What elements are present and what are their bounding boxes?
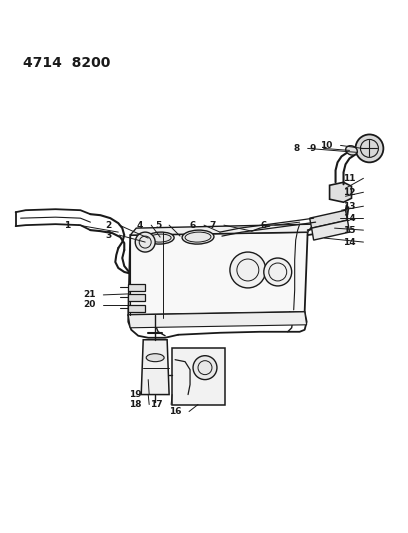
Circle shape [193,356,217,379]
Ellipse shape [346,146,357,155]
Polygon shape [330,182,352,202]
Text: 2: 2 [105,221,111,230]
Ellipse shape [182,230,214,244]
Text: 9: 9 [309,144,316,153]
Polygon shape [310,210,348,228]
Text: 6: 6 [190,221,196,230]
Polygon shape [130,224,314,235]
Text: 6: 6 [261,221,267,230]
Polygon shape [141,340,169,394]
Circle shape [135,232,155,252]
Text: 12: 12 [343,188,355,197]
Ellipse shape [146,354,164,362]
Text: 8: 8 [293,144,299,153]
Text: 18: 18 [129,400,141,409]
Text: 4714  8200: 4714 8200 [22,55,110,70]
Text: 13: 13 [343,201,355,211]
Text: 21: 21 [83,290,95,300]
Text: 11: 11 [343,174,355,183]
Polygon shape [128,284,145,291]
Ellipse shape [146,232,174,244]
Polygon shape [128,294,145,301]
Circle shape [355,134,384,163]
Text: 16: 16 [169,407,181,416]
Text: 3: 3 [105,231,111,240]
Text: 7: 7 [210,221,216,230]
Text: 17: 17 [151,400,163,409]
Text: 1: 1 [64,221,71,230]
Polygon shape [172,348,225,405]
Text: 15: 15 [343,225,355,235]
Polygon shape [128,305,145,312]
Polygon shape [128,232,308,315]
Polygon shape [128,312,307,328]
Text: 20: 20 [83,301,95,309]
Polygon shape [312,220,350,240]
Text: 14: 14 [343,238,355,247]
Text: 14: 14 [343,214,355,223]
Circle shape [230,252,266,288]
Text: 5: 5 [155,221,161,230]
Circle shape [264,258,292,286]
Text: 4: 4 [137,221,143,230]
Text: 10: 10 [320,141,333,150]
Text: 19: 19 [129,390,141,399]
